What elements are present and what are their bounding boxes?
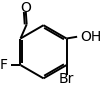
Text: OH: OH <box>81 30 102 44</box>
Text: F: F <box>0 58 7 72</box>
Text: O: O <box>20 1 31 15</box>
Text: Br: Br <box>59 72 74 86</box>
